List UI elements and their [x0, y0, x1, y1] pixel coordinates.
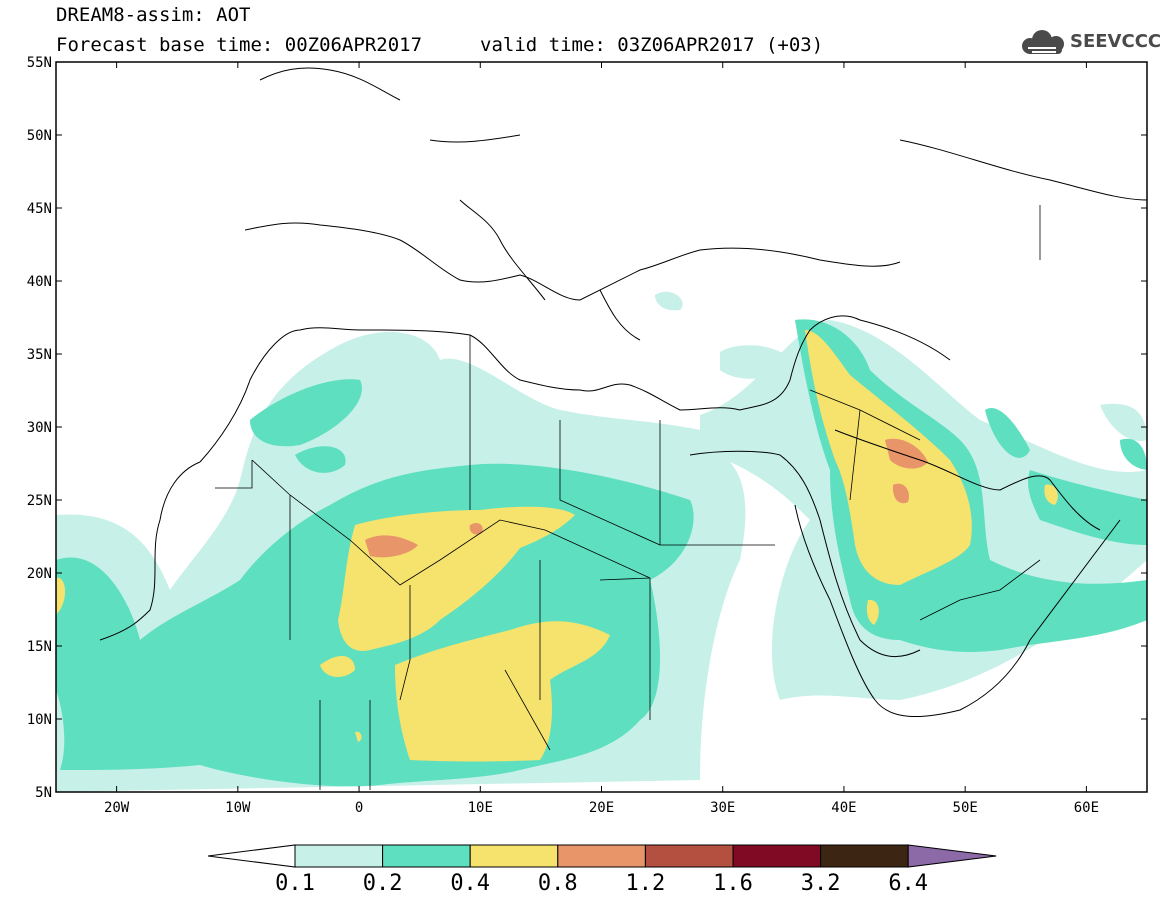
colorbar-over-arrow	[907, 844, 997, 868]
colorbar	[207, 844, 997, 868]
colorbar-label: 0.1	[275, 871, 315, 896]
lon-label: 10E	[468, 800, 493, 816]
lat-label: 20N	[27, 566, 52, 582]
axis-ticks: 55N 50N 45N 40N 35N 30N 25N 20N 15N 10N 5N 20W 10W 0 1…	[27, 55, 1147, 816]
lon-label: 60E	[1074, 800, 1099, 816]
lon-label: 40E	[831, 800, 856, 816]
colorbar-label: 0.2	[362, 871, 403, 896]
country-borders	[215, 205, 1041, 790]
map-title: DREAM8-assim: AOT	[56, 4, 251, 26]
colorbar-swatch	[820, 844, 909, 868]
logo-text: SEEVCCC	[1070, 31, 1162, 52]
aot-band-0.8	[365, 438, 928, 558]
cloud-icon	[1022, 30, 1064, 54]
lon-label: 30E	[710, 800, 735, 816]
colorbar-label: 6.4	[888, 871, 929, 896]
aot-fields	[56, 291, 1147, 792]
lat-label: 5N	[35, 785, 52, 801]
colorbar-swatch	[732, 844, 822, 868]
lon-label: 0	[355, 800, 363, 816]
lon-label: 50E	[953, 800, 978, 816]
colorbar-label: 0.8	[537, 871, 578, 896]
lon-label: 10W	[225, 800, 251, 816]
colorbar-label: 3.2	[800, 871, 841, 896]
forecast-base-time: Forecast base time: 00Z06APR2017	[56, 34, 423, 56]
lat-label: 15N	[27, 639, 52, 655]
colorbar-label: 1.2	[625, 871, 666, 896]
colorbar-label: 1.6	[713, 871, 753, 896]
lat-label: 10N	[27, 712, 52, 728]
colorbar-label: 0.4	[450, 871, 491, 896]
coastlines	[99, 67, 1147, 718]
lat-label: 40N	[27, 274, 52, 290]
lat-label: 45N	[27, 201, 52, 217]
lat-label: 55N	[27, 55, 52, 71]
lon-label: 20W	[104, 800, 130, 816]
colorbar-swatch	[557, 844, 646, 868]
lon-label: 20E	[589, 800, 614, 816]
lat-label: 30N	[27, 420, 52, 436]
colorbar-swatch	[294, 844, 384, 868]
colorbar-swatch	[382, 844, 471, 868]
colorbar-swatch	[644, 844, 734, 868]
lat-label: 50N	[27, 128, 52, 144]
colorbar-under-arrow	[207, 844, 296, 868]
valid-time: valid time: 03Z06APR2017 (+03)	[480, 34, 824, 56]
colorbar-swatch	[469, 844, 559, 868]
lat-label: 25N	[27, 493, 52, 509]
lat-label: 35N	[27, 347, 52, 363]
